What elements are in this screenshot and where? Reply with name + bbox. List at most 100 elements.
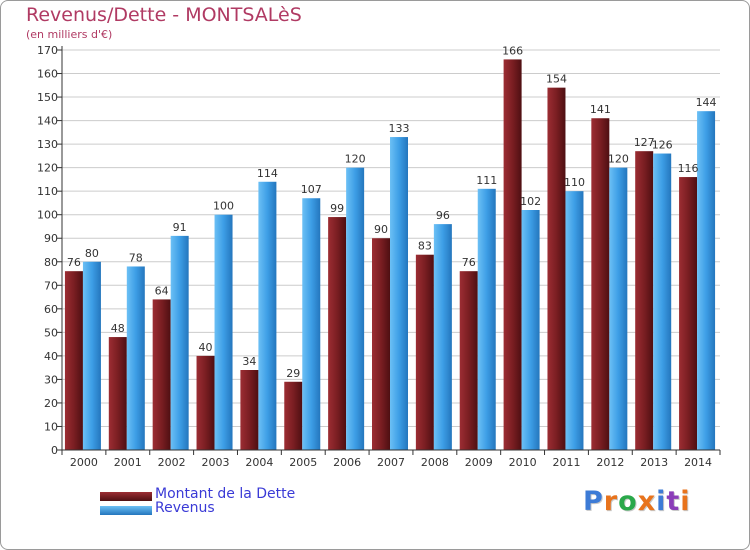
tick-label-x-2010: 2010 <box>509 456 537 469</box>
data-label-dette-2004: 34 <box>242 355 256 368</box>
data-label-dette-2001: 48 <box>111 322 125 335</box>
bar-revenus-2014 <box>697 111 716 451</box>
logo-letter: x <box>637 486 657 517</box>
data-label-revenus-2005: 107 <box>301 183 322 196</box>
bar-revenus-2003 <box>214 214 233 450</box>
data-label-dette-2012: 141 <box>590 103 611 116</box>
tick-label-y-160: 160 <box>37 68 58 81</box>
data-label-revenus-2002: 91 <box>173 221 187 234</box>
bar-revenus-2006 <box>346 167 365 450</box>
tick-label-y-140: 140 <box>37 115 58 128</box>
tick-label-y-40: 40 <box>44 350 58 363</box>
data-label-revenus-2004: 114 <box>257 167 278 180</box>
chart-title: Revenus/Dette - MONTSALèS <box>26 4 302 26</box>
bar-dette-2010 <box>503 59 522 450</box>
legend-label-dette: Montant de la Dette <box>155 486 296 502</box>
tick-label-y-10: 10 <box>44 420 58 433</box>
data-labels: 76 80 48 78 64 91 40 100 34 114 29 107 99 120 90 133 83 9… <box>67 44 717 379</box>
tick-label-x-2001: 2001 <box>114 456 142 469</box>
legend-swatch-dette <box>100 492 152 501</box>
data-label-dette-2007: 90 <box>374 223 388 236</box>
tick-label-y-90: 90 <box>44 232 58 245</box>
bar-dette-2001 <box>108 337 127 450</box>
data-label-revenus-2000: 80 <box>85 247 99 260</box>
bar-dette-2012 <box>591 118 610 450</box>
data-label-revenus-2009: 111 <box>476 174 497 187</box>
bar-dette-2002 <box>152 299 171 450</box>
data-label-revenus-2008: 96 <box>436 209 450 222</box>
tick-label-y-30: 30 <box>44 373 58 386</box>
tick-label-y-120: 120 <box>37 162 58 175</box>
bar-revenus-2000 <box>82 261 101 450</box>
logo-letter: r <box>603 486 619 517</box>
tick-label-y-80: 80 <box>44 256 58 269</box>
chart-subtitle: (en milliers d'€) <box>26 28 113 41</box>
tick-label-x-2007: 2007 <box>377 456 405 469</box>
data-label-dette-2005: 29 <box>286 367 300 380</box>
proxiti-logo: Proxiti <box>583 486 691 517</box>
data-label-dette-2006: 99 <box>330 202 344 215</box>
tick-label-y-100: 100 <box>37 209 58 222</box>
tick-label-y-110: 110 <box>37 185 58 198</box>
data-label-revenus-2011: 110 <box>564 176 585 189</box>
tick-label-y-20: 20 <box>44 397 58 410</box>
tick-label-x-2013: 2013 <box>640 456 668 469</box>
bar-dette-2014 <box>679 177 698 450</box>
data-label-dette-2003: 40 <box>199 341 213 354</box>
bar-revenus-2001 <box>126 266 145 450</box>
tick-label-y-0: 0 <box>51 444 58 457</box>
data-label-revenus-2013: 126 <box>652 139 673 152</box>
bar-dette-2004 <box>240 370 259 450</box>
tick-label-y-50: 50 <box>44 326 58 339</box>
data-label-revenus-2014: 144 <box>696 96 717 109</box>
bar-dette-2011 <box>547 87 566 450</box>
bar-revenus-2012 <box>609 167 628 450</box>
data-label-dette-2002: 64 <box>155 284 169 297</box>
bar-dette-2006 <box>328 217 347 450</box>
tick-label-y-170: 170 <box>37 44 58 57</box>
data-label-dette-2011: 154 <box>546 73 567 86</box>
data-label-dette-2009: 76 <box>462 256 476 269</box>
legend-swatch-revenus <box>100 506 152 515</box>
tick-label-x-2000: 2000 <box>70 456 98 469</box>
tick-label-y-130: 130 <box>37 138 58 151</box>
data-label-revenus-2007: 133 <box>389 122 410 135</box>
bar-dette-2003 <box>196 355 215 450</box>
logo-letter: P <box>583 486 604 517</box>
tick-label-x-2011: 2011 <box>552 456 580 469</box>
bar-revenus-2008 <box>433 224 452 450</box>
bar-dette-2000 <box>64 271 83 450</box>
logo-letter: t <box>666 486 681 517</box>
bar-revenus-2010 <box>521 210 540 450</box>
bar-dette-2013 <box>635 151 654 451</box>
tick-label-x-2002: 2002 <box>158 456 186 469</box>
data-label-revenus-2006: 120 <box>345 153 366 166</box>
tick-label-x-2006: 2006 <box>333 456 361 469</box>
data-label-revenus-2012: 120 <box>608 153 629 166</box>
tick-label-x-2012: 2012 <box>596 456 624 469</box>
tick-label-x-2003: 2003 <box>202 456 230 469</box>
bar-revenus-2007 <box>390 137 408 450</box>
logo-letter: i <box>656 486 667 517</box>
legend-label-revenus: Revenus <box>155 500 215 516</box>
bar-revenus-2002 <box>170 235 189 450</box>
bar-revenus-2011 <box>565 191 584 451</box>
tick-label-x-2009: 2009 <box>465 456 493 469</box>
bar-revenus-2005 <box>302 198 321 450</box>
tick-label-x-2008: 2008 <box>421 456 449 469</box>
data-label-dette-2014: 116 <box>678 162 699 175</box>
data-label-dette-2008: 83 <box>418 240 432 253</box>
tick-label-y-70: 70 <box>44 279 58 292</box>
logo-letter: o <box>618 486 638 517</box>
logo-letter: i <box>680 486 691 517</box>
tick-label-x-2014: 2014 <box>684 456 712 469</box>
data-label-dette-2010: 166 <box>502 44 523 57</box>
data-label-dette-2000: 76 <box>67 256 81 269</box>
tick-label-x-2005: 2005 <box>289 456 317 469</box>
bar-revenus-2004 <box>258 181 277 450</box>
tick-label-y-60: 60 <box>44 303 58 316</box>
bar-dette-2008 <box>415 254 434 450</box>
data-label-revenus-2003: 100 <box>213 200 234 213</box>
tick-label-y-150: 150 <box>37 91 58 104</box>
